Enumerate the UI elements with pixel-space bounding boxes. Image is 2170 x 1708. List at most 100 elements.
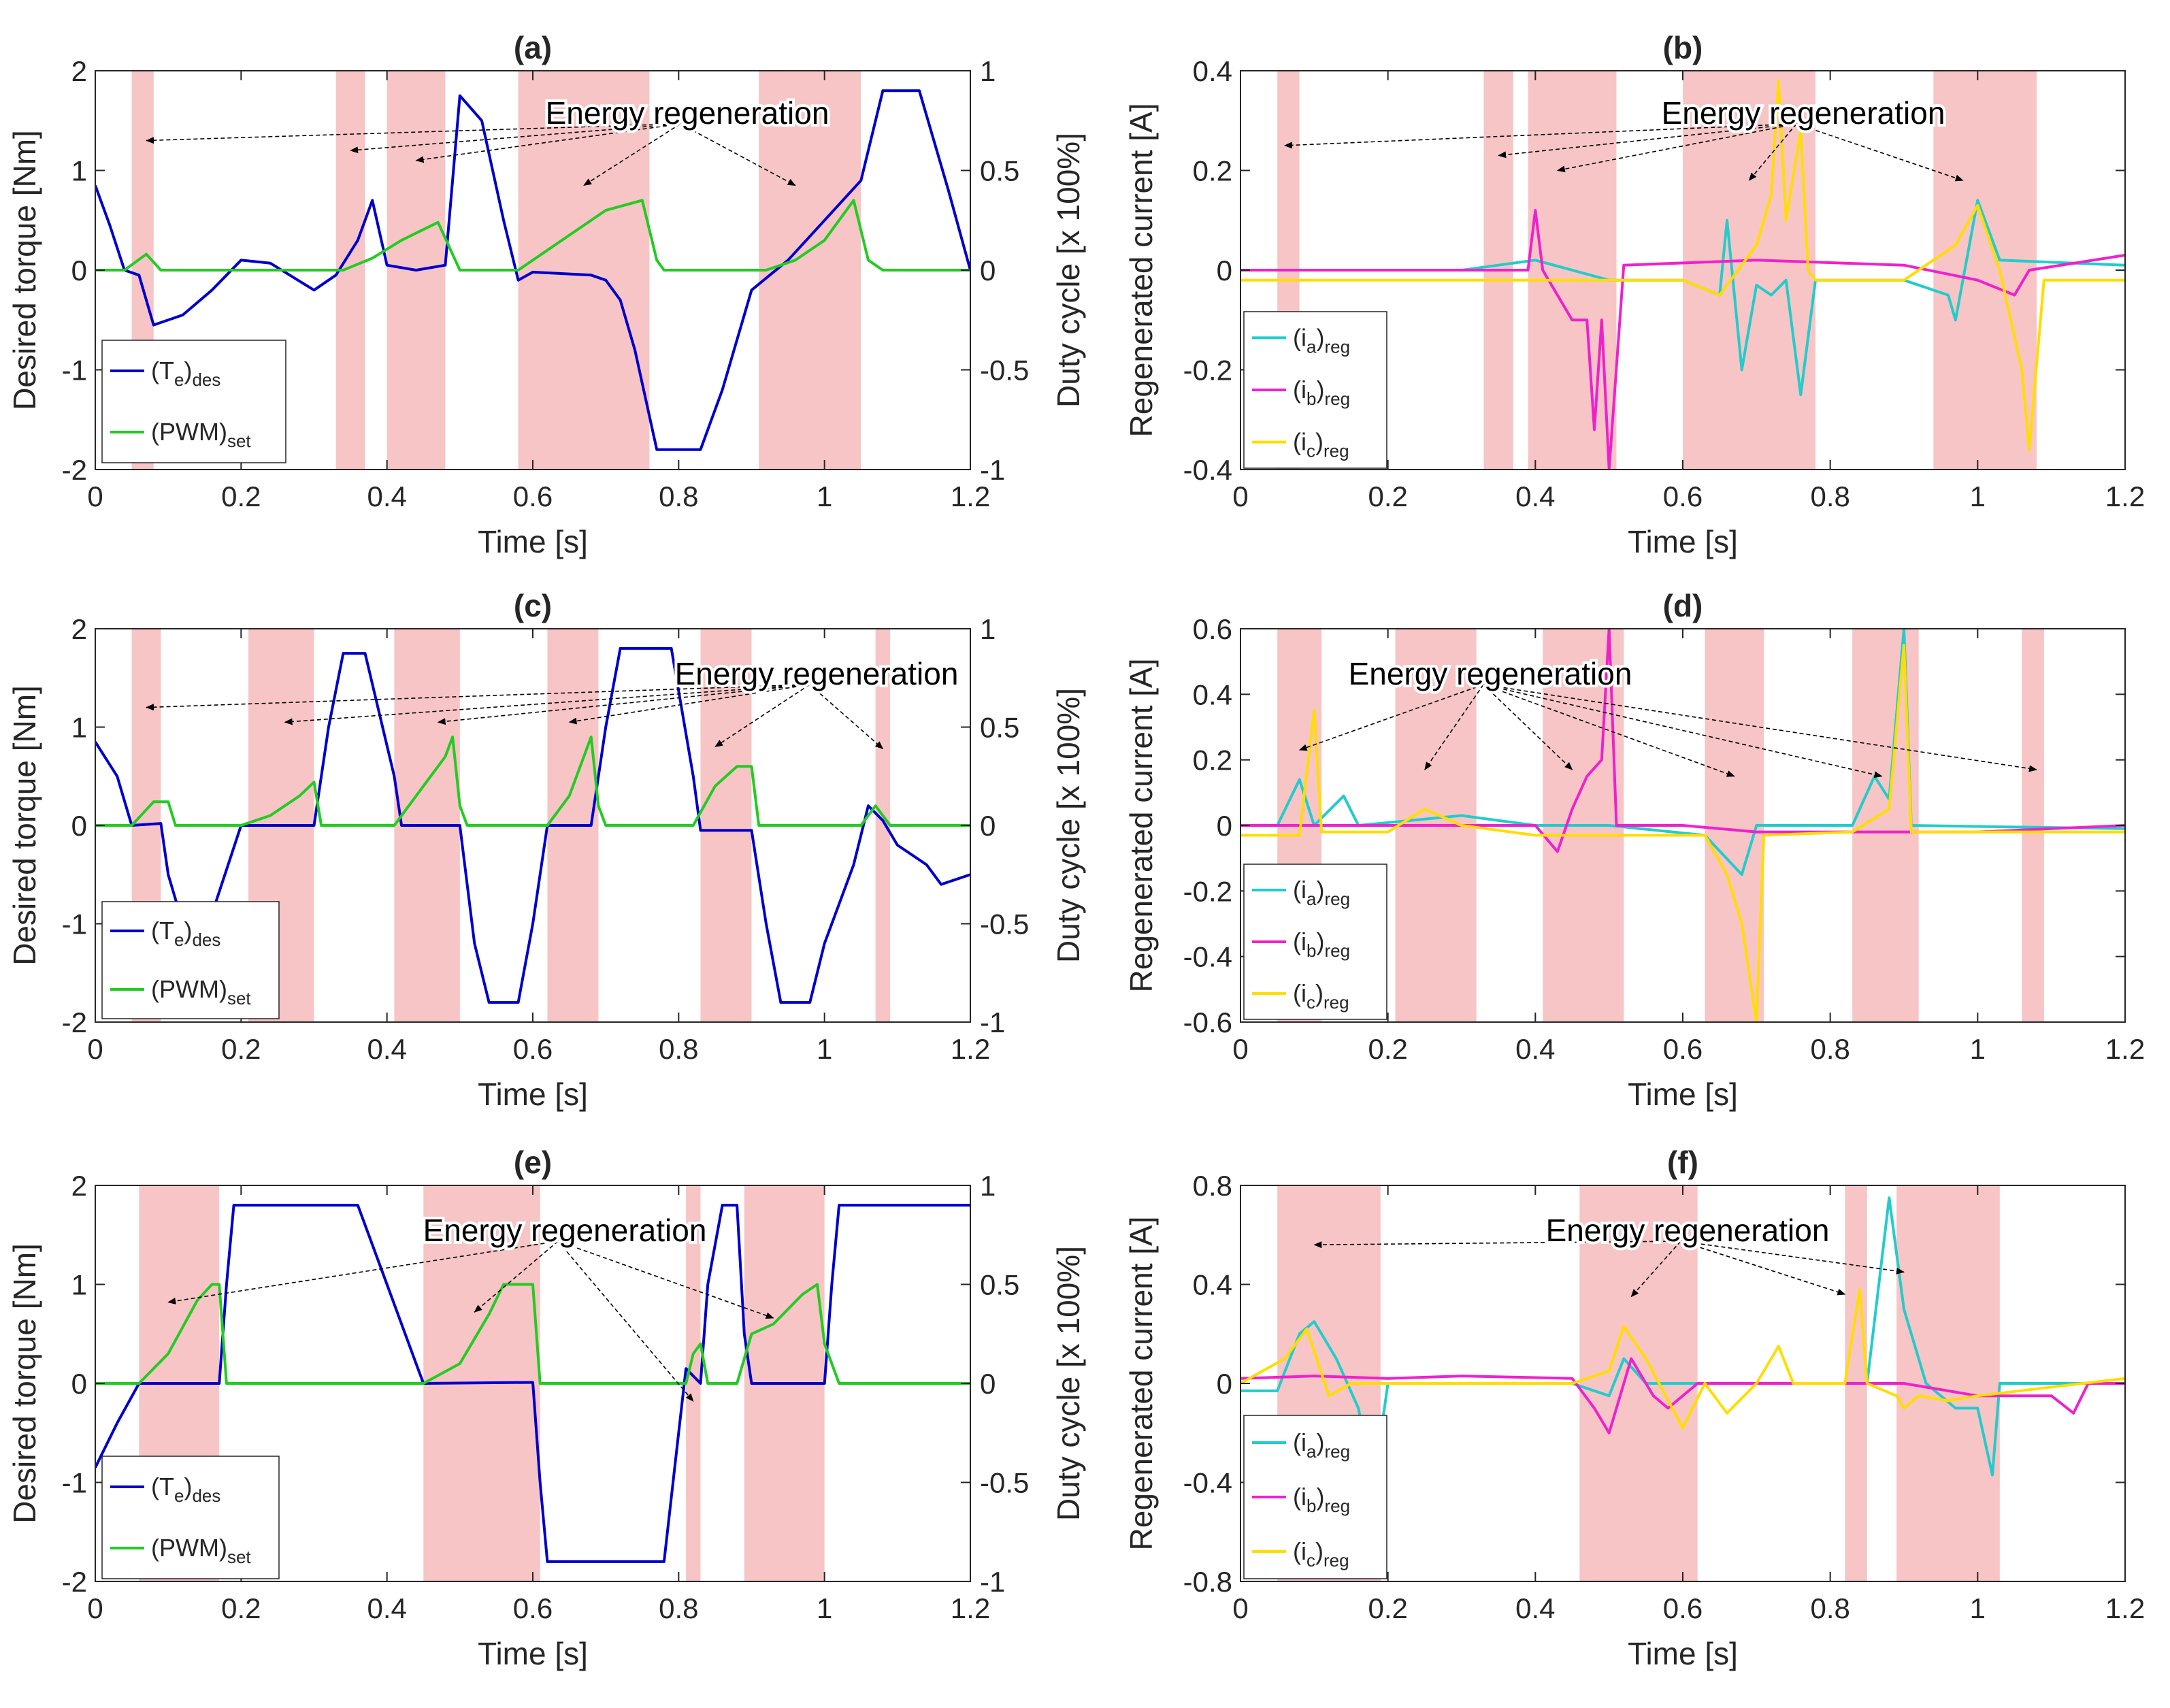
y-tick-label: -2 (62, 1006, 87, 1038)
annotation-arrow (1498, 123, 1797, 159)
y2-tick-label: 0 (980, 254, 996, 286)
y-tick-label: 0.4 (1193, 1269, 1232, 1301)
x-tick-label: 0.8 (1810, 1592, 1850, 1624)
x-tick-label: 0.6 (513, 480, 553, 512)
legend-label: (ia)reg (1293, 876, 1350, 909)
x-tick-label: 0.8 (659, 1592, 698, 1624)
annotation-arrow (350, 123, 681, 154)
y-tick-label: 0 (1217, 254, 1232, 286)
x-tick-label: 1.2 (951, 480, 990, 512)
annotation-arrow (167, 1241, 559, 1304)
y2-tick-label: 1 (980, 1170, 996, 1202)
y-axis-label: Regenerated current [A] (1123, 1217, 1159, 1551)
panel-f: 0 0.2 0.4 0.6 0.8 1 1.2 0.8 0.4 0 -0.4 -0.8 (f) Time … (1123, 1145, 2145, 1671)
y-axis-label: Regenerated current [A] (1123, 103, 1159, 438)
series-line-Te (95, 89, 970, 451)
x-tick-label: 0.8 (659, 480, 698, 512)
panel-title: (b) (1663, 30, 1703, 65)
panel-b: 0 0.2 0.4 0.6 0.8 1 1.2 0.4 0.2 0 -0.2 -0.4 (b) Time … (1123, 30, 2145, 559)
y2-axis-label: Duty cycle [x 100%] (1051, 133, 1086, 408)
annotation-arrow (284, 684, 810, 725)
x-tick-label: 0.4 (1515, 480, 1555, 512)
y-tick-label: -0.4 (1183, 1467, 1232, 1499)
annotation-arrow (1796, 123, 1964, 182)
y-axis-label: Desired torque [Nm] (7, 1243, 42, 1524)
y2-tick-label: 0.5 (980, 155, 1019, 187)
y-tick-label: 0.4 (1193, 678, 1232, 710)
y-tick-label: -0.4 (1183, 941, 1232, 973)
x-tick-label: 0.2 (221, 1592, 261, 1624)
annotation-arrow (1298, 684, 1484, 751)
y-tick-label: 0 (71, 810, 87, 842)
legend-label: (Te)des (151, 917, 220, 950)
legend-label: (PWM)set (151, 1534, 251, 1567)
regen-region (875, 629, 891, 1022)
y2-tick-label: 0.5 (980, 1269, 1019, 1301)
x-tick-label: 1 (817, 480, 832, 512)
y-tick-label: 2 (71, 1170, 87, 1202)
y-tick-label: 0 (1217, 810, 1232, 842)
x-tick-label: 0.2 (1368, 480, 1407, 512)
y-tick-label: 0.6 (1193, 613, 1232, 645)
y2-tick-label: -0.5 (980, 908, 1029, 940)
series-group (95, 646, 970, 1004)
y-tick-label: 0.4 (1193, 55, 1232, 87)
x-tick-label: 1.2 (2105, 480, 2145, 512)
x-tick-label: 0.6 (1663, 480, 1703, 512)
x-tick-label: 1.2 (951, 1592, 990, 1624)
y2-tick-label: 0 (980, 810, 996, 842)
series-line-ic (1240, 644, 2125, 1022)
y-tick-label: -2 (62, 1566, 87, 1598)
y2-axis-label: Duty cycle [x 100%] (1051, 1246, 1086, 1521)
legend: (Te)des (PWM)set (101, 1456, 280, 1579)
series-line-Te (95, 646, 970, 1004)
panel-d: 0 0.2 0.4 0.6 0.8 1 1.2 0.6 0.4 0.2 0 -0.2 -0.4 -0.6 (… (1123, 588, 2145, 1112)
x-tick-label: 1 (1970, 480, 1986, 512)
legend-label: (ib)reg (1293, 927, 1350, 961)
series-line-PWM (95, 736, 970, 827)
legend: (ia)reg (ib)reg (ic)reg (1243, 1415, 1387, 1579)
legend-label: (Te)des (151, 1473, 220, 1506)
x-tick-label: 0.8 (1810, 1033, 1850, 1065)
x-tick-label: 0.4 (1515, 1033, 1555, 1065)
y-tick-label: 1 (71, 712, 87, 744)
legend-label: (ia)reg (1293, 1428, 1350, 1462)
x-tick-label: 0.6 (1663, 1033, 1703, 1065)
series-group (1240, 629, 2125, 1022)
y-tick-label: 0.2 (1193, 155, 1232, 187)
x-tick-label: 1.2 (2105, 1033, 2145, 1065)
y2-tick-label: -0.5 (980, 355, 1029, 387)
x-tick-label: 0 (87, 1592, 103, 1624)
legend-label: (ib)reg (1293, 376, 1350, 409)
x-tick-label: 0 (1232, 480, 1248, 512)
annotation-arrow (680, 123, 796, 186)
annotation-text: Energy regeneration (546, 95, 829, 131)
annotation-text: Energy regeneration (1546, 1213, 1830, 1248)
y-tick-label: 0.2 (1193, 744, 1232, 776)
panel-e: 0 0.2 0.4 0.6 0.8 1 1.2 2 1 0 -1 -2 1 0.5 0 -0.5 -1 Duty … (7, 1145, 1086, 1671)
y-tick-label: -0.2 (1183, 875, 1232, 907)
annotation-arrow (1483, 684, 1883, 778)
x-tick-label: 1 (1970, 1033, 1986, 1065)
x-tick-label: 0.2 (1368, 1592, 1407, 1624)
x-tick-label: 0 (1232, 1033, 1248, 1065)
x-tick-label: 1 (817, 1033, 832, 1065)
series-group (1240, 79, 2125, 470)
y2-tick-label: 1 (980, 55, 996, 87)
series-group (95, 89, 970, 451)
series-group (95, 1204, 970, 1563)
y-tick-label: -0.6 (1183, 1006, 1232, 1038)
annotation-arrow (1630, 1241, 1681, 1298)
y2-tick-label: -1 (980, 1006, 1005, 1038)
regen-region (1705, 629, 1764, 1022)
annotation-arrow (415, 123, 681, 163)
x-tick-label: 1 (817, 1592, 832, 1624)
y-tick-label: -0.2 (1183, 355, 1232, 387)
annotation-arrow (1680, 1241, 1846, 1296)
panel-title: (f) (1667, 1145, 1698, 1180)
legend-label: (ic)reg (1293, 428, 1349, 461)
annotation-arrow (557, 1241, 774, 1319)
annotation-arrow (146, 123, 681, 144)
x-tick-label: 0 (1232, 1592, 1248, 1624)
